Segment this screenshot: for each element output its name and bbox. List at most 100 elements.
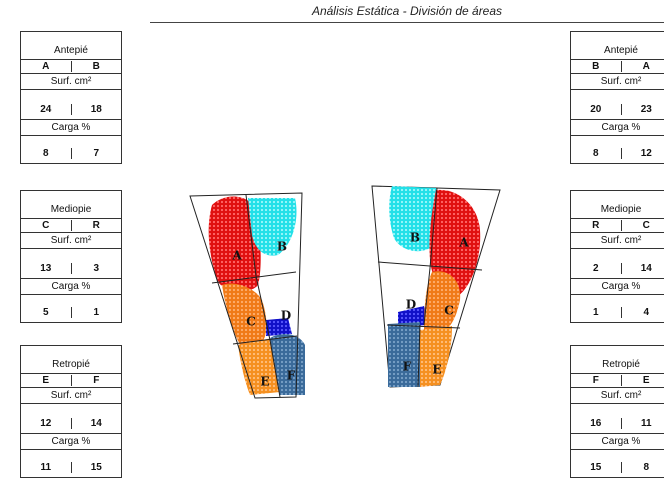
zone-letter: C (621, 220, 664, 231)
label-row: Carga % (21, 433, 121, 449)
load-value: 11 (21, 462, 71, 473)
region-table: RetropiéEF Surf. cm² 1214 Carga % 1115 (20, 345, 122, 478)
region-title: Mediopie (21, 204, 121, 215)
zone-label: A (231, 249, 242, 263)
surface-value: 20 (571, 104, 621, 115)
right-foot (378, 186, 482, 387)
zone-label: F (287, 369, 296, 383)
surface-label: Surf. cm² (21, 235, 121, 246)
load-value: 15 (571, 462, 621, 473)
surface-value: 3 (71, 263, 122, 274)
label-row: Carga % (21, 119, 121, 135)
zone-label: C (444, 304, 454, 318)
zone-letter: B (71, 61, 122, 72)
zone-letter: B (571, 61, 621, 72)
zone-label: D (281, 309, 291, 323)
zone-label: E (432, 363, 441, 377)
zone-label: B (410, 231, 420, 245)
load-value: 12 (621, 148, 664, 159)
load-value: 8 (571, 148, 621, 159)
zone-label: F (403, 360, 412, 374)
surface-value: 16 (571, 418, 621, 429)
label-row: Surf. cm² (21, 73, 121, 89)
load-value: 4 (621, 307, 664, 318)
label-row: Carga % (571, 278, 664, 294)
table-header-row: Retropié (571, 346, 664, 373)
region-title: Antepié (571, 45, 664, 56)
report: Análisis Estática - División de áreas (0, 0, 664, 478)
load-value: 7 (71, 148, 122, 159)
table-header-row: Mediopie (571, 191, 664, 218)
column-row: BA (571, 59, 664, 73)
load-value: 8 (621, 462, 664, 473)
zone-letter: A (621, 61, 664, 72)
surface-value: 12 (21, 418, 71, 429)
label-row: Carga % (21, 278, 121, 294)
table-header-row: Retropié (21, 346, 121, 373)
region-table: Mediopie CR Surf. cm² 133 Carga % 51 (20, 190, 122, 323)
surface-label: Surf. cm² (21, 390, 121, 401)
surface-value: 13 (21, 263, 71, 274)
surface-value: 24 (21, 104, 71, 115)
zone-label: D (406, 298, 416, 312)
label-row: Surf. cm² (571, 73, 664, 89)
table-header-row: Antepié (21, 32, 121, 59)
load-label: Carga % (21, 436, 121, 447)
load-label: Carga % (21, 122, 121, 133)
load-value: 1 (571, 307, 621, 318)
zone-label: A (458, 236, 469, 250)
zone-letter: R (71, 220, 122, 231)
region-title: Mediopie (571, 204, 664, 215)
surface-label: Surf. cm² (571, 235, 664, 246)
surface-value: 23 (621, 104, 664, 115)
page: {"header": {"title": "Análisis Estática … (0, 0, 664, 478)
load-label: Carga % (21, 281, 121, 292)
zone-letter: E (621, 375, 664, 386)
load-label: Carga % (571, 122, 664, 133)
label-row: Surf. cm² (571, 387, 664, 403)
load-value: 1 (71, 307, 122, 318)
zone-label: E (260, 375, 269, 389)
surface-value: 18 (71, 104, 122, 115)
table-header-row: Mediopie (21, 191, 121, 218)
surface-value: 14 (71, 418, 122, 429)
label-row: Surf. cm² (21, 387, 121, 403)
surface-value: 14 (621, 263, 664, 274)
load-value: 15 (71, 462, 122, 473)
load-label: Carga % (571, 281, 664, 292)
load-value: 8 (21, 148, 71, 159)
zone-letter: F (571, 375, 621, 386)
zone-letter: A (21, 61, 71, 72)
region-title: Antepié (21, 45, 121, 56)
table-header-row: Antepié (571, 32, 664, 59)
surface-label: Surf. cm² (571, 390, 664, 401)
label-row: Surf. cm² (21, 232, 121, 248)
zone-letter: R (571, 220, 621, 231)
label-row: Carga % (571, 119, 664, 135)
surface-value: 11 (621, 418, 664, 429)
surface-value: 2 (571, 263, 621, 274)
surface-label: Surf. cm² (21, 76, 121, 87)
value-row: 1611 (571, 403, 664, 433)
load-value: 5 (21, 307, 71, 318)
